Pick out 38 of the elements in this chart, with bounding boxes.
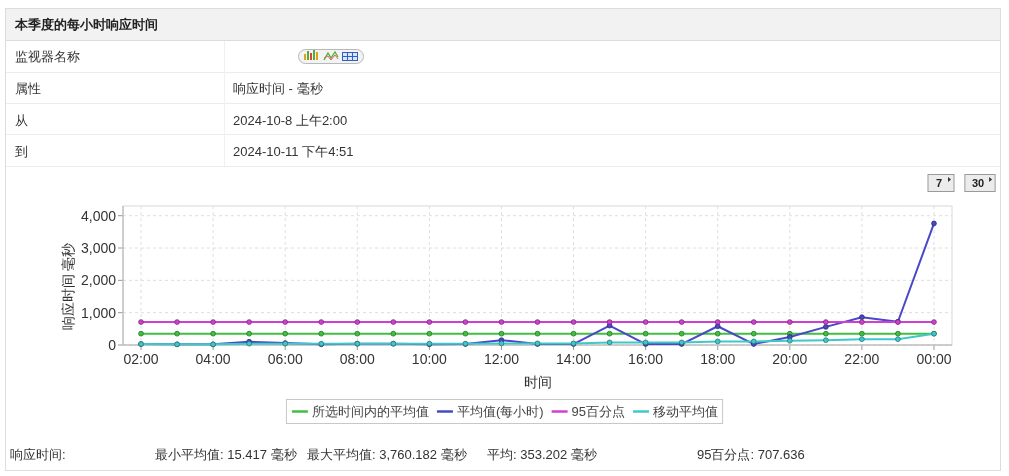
- text: 响应时间:: [10, 447, 66, 462]
- text: 属性: [15, 81, 41, 96]
- x-tick-label: 00:00: [916, 351, 952, 367]
- x-tick-label: 22:00: [844, 351, 880, 367]
- y-tick-label: 2,000: [80, 272, 117, 289]
- x-tick-label: 12:00: [483, 351, 520, 367]
- text: 2024-10-11 下午4:51: [233, 144, 354, 159]
- y-tick-label: 0: [108, 337, 117, 353]
- x-tick-label: 06:00: [267, 351, 303, 367]
- x-tick-label: 08:00: [339, 351, 376, 367]
- y-tick-label: 3,000: [80, 240, 117, 257]
- x-tick-label: 16:00: [628, 351, 664, 367]
- text: 监视器名称: [15, 49, 80, 64]
- x-tick-label: 20:00: [772, 351, 808, 367]
- text: 95百分点: 707.636: [697, 447, 805, 462]
- y-tick-label: 4,000: [80, 207, 117, 224]
- legend-label: 95百分点: [571, 404, 626, 419]
- legend-label: 移动平均值: [653, 404, 719, 419]
- text: 从: [15, 113, 28, 128]
- text: 平均: 353.202 毫秒: [487, 447, 597, 462]
- legend-label: 平均值(每小时): [456, 404, 544, 419]
- chart-title: 本季度的每小时响应时间: [14, 17, 158, 32]
- x-tick-label: 18:00: [700, 351, 736, 367]
- x-tick-label: 04:00: [195, 351, 231, 367]
- y-axis-title: 响应时间 毫秒: [60, 242, 76, 331]
- x-axis-title: 时间: [523, 374, 552, 390]
- text: 2024-10-8 上午2:00: [233, 113, 348, 128]
- text: 最小平均值: 15.417 毫秒: [155, 447, 297, 462]
- text: 响应时间 - 毫秒: [233, 81, 323, 96]
- x-tick-label: 14:00: [556, 351, 592, 367]
- x-tick-label: 02:00: [123, 351, 159, 367]
- y-tick-label: 1,000: [80, 304, 117, 321]
- x-tick-label: 10:00: [411, 351, 448, 367]
- text: 30: [971, 177, 985, 189]
- text: 7: [935, 177, 943, 189]
- text: 到: [15, 144, 28, 159]
- legend-label: 所选时间内的平均值: [311, 404, 429, 419]
- text: 最大平均值: 3,760.182 毫秒: [307, 447, 467, 462]
